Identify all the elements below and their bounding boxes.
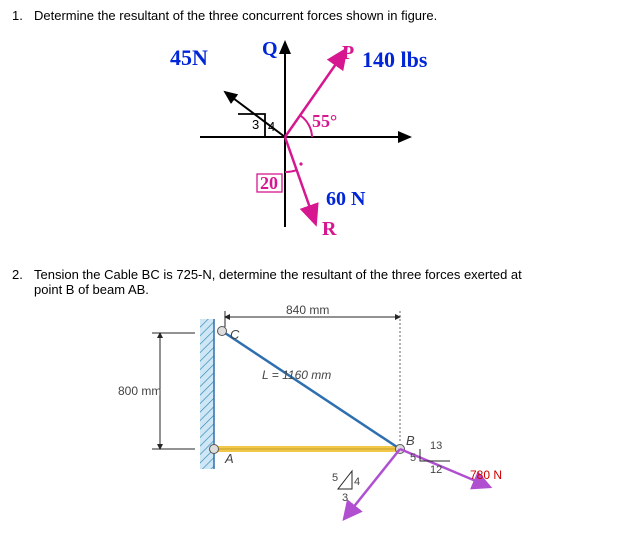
- q1-number: 1.: [12, 8, 34, 23]
- q2-text-line1: Tension the Cable BC is 725-N, determine…: [34, 267, 522, 282]
- q2-slope1-4: 4: [354, 476, 360, 488]
- q2-text-line2: point B of beam AB.: [34, 282, 522, 297]
- q1-r-label: 60 N: [326, 188, 366, 210]
- q2-label-B: B: [406, 433, 415, 448]
- q1-p-angle: 55°: [312, 111, 337, 131]
- q2-slope2-12: 12: [430, 464, 442, 476]
- q2-dim-800: 800 mm: [118, 384, 161, 398]
- q1-q-label: 45N: [170, 45, 208, 70]
- q2-slope2-13: 13: [430, 440, 442, 452]
- q1-r-angle: 20: [260, 173, 278, 193]
- q1-p-letter: P: [342, 42, 354, 64]
- q2-number: 2.: [12, 267, 34, 282]
- q1-q-run: 4: [268, 119, 275, 134]
- q1-r-letter: R: [322, 218, 337, 240]
- q2-figure: C A B L = 1160 mm 840 mm 800 mm 5 4 3 13…: [90, 301, 530, 526]
- question-2: 2. Tension the Cable BC is 725-N, determ…: [12, 267, 607, 526]
- q2-dim-840: 840 mm: [286, 303, 329, 317]
- q2-780N: 780 N: [470, 468, 502, 482]
- question-1: 1. Determine the resultant of the three …: [12, 8, 607, 257]
- q2-label-C: C: [230, 327, 240, 342]
- q1-text: Determine the resultant of the three con…: [34, 8, 437, 23]
- q2-slope1-5: 5: [332, 472, 338, 484]
- q1-q-rise: 3: [252, 117, 259, 132]
- q2-L-label: L = 1160 mm: [262, 368, 331, 382]
- q2-slope1-3: 3: [342, 492, 348, 504]
- q1-p-label: 140 lbs: [362, 47, 428, 72]
- q2-slope2-5: 5: [410, 452, 416, 464]
- q1-figure: 3 4 45N Q 55° P 140 lbs 20 60 N R: [130, 27, 490, 257]
- q2-label-A: A: [224, 451, 234, 466]
- q1-q-letter: Q: [262, 38, 278, 60]
